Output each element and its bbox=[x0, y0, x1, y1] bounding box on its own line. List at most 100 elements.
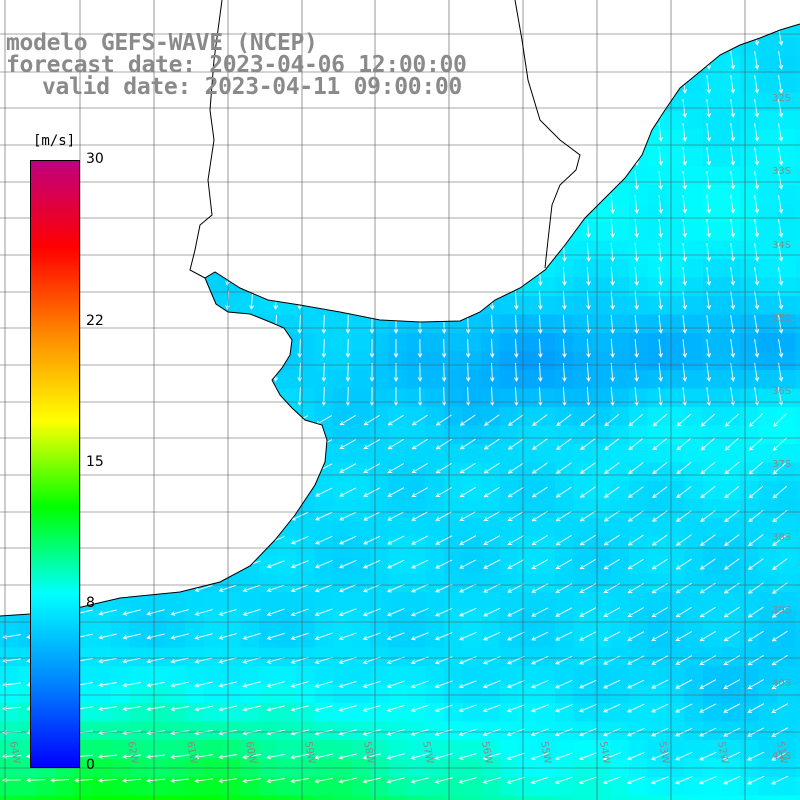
wind-cell bbox=[684, 351, 704, 371]
wind-arrow bbox=[57, 3, 61, 21]
wind-arrow bbox=[170, 633, 189, 640]
wind-arrow bbox=[530, 655, 549, 665]
wind-arrow bbox=[514, 26, 519, 46]
wind-arrow bbox=[249, 146, 254, 166]
wind-cell bbox=[444, 388, 464, 408]
wind-arrow bbox=[434, 632, 453, 641]
wind-cell bbox=[426, 0, 445, 19]
wind-cell bbox=[166, 425, 186, 445]
wind-cell bbox=[296, 481, 316, 501]
wind-arrow bbox=[177, 338, 182, 358]
wind-arrow bbox=[249, 170, 254, 190]
wind-arrow bbox=[225, 218, 230, 238]
wind-arrow bbox=[658, 363, 663, 382]
wind-arrow bbox=[386, 777, 405, 784]
wind-cell bbox=[407, 333, 427, 353]
wind-cell bbox=[388, 499, 408, 519]
wind-cell bbox=[629, 240, 649, 260]
wind-cell bbox=[425, 370, 445, 390]
wind-arrow bbox=[562, 50, 567, 70]
wind-cell bbox=[185, 740, 205, 760]
wind-cell bbox=[555, 555, 575, 575]
wind-cell bbox=[259, 148, 279, 168]
wind-cell bbox=[314, 481, 334, 501]
wind-cell bbox=[240, 462, 260, 482]
wind-arrow bbox=[754, 243, 760, 262]
wind-cell bbox=[277, 666, 297, 686]
wind-arrow bbox=[723, 630, 740, 642]
wind-arrow bbox=[579, 559, 596, 570]
wind-cell bbox=[370, 277, 390, 297]
wind-cell bbox=[684, 703, 704, 723]
wind-cell bbox=[629, 666, 649, 686]
wind-cell bbox=[277, 370, 297, 390]
wind-cell bbox=[240, 166, 260, 186]
wind-cell bbox=[259, 407, 279, 427]
wind-cell bbox=[259, 610, 279, 630]
wind-cell bbox=[296, 555, 316, 575]
wind-cell bbox=[277, 259, 297, 279]
wind-arrow bbox=[730, 51, 736, 70]
wind-arrow bbox=[314, 753, 333, 760]
wind-arrow bbox=[104, 195, 110, 214]
wind-cell bbox=[444, 166, 464, 186]
wind-arrow bbox=[658, 171, 663, 190]
wind-cell bbox=[795, 481, 800, 501]
wind-cell bbox=[629, 777, 649, 797]
wind-arrow bbox=[610, 122, 615, 142]
wind-arrow bbox=[411, 463, 428, 474]
wind-arrow bbox=[554, 752, 573, 761]
wind-cell bbox=[333, 333, 353, 353]
wind-arrow bbox=[652, 413, 668, 427]
wind-arrow bbox=[345, 314, 351, 334]
wind-cell bbox=[314, 666, 334, 686]
wind-cell bbox=[351, 333, 371, 353]
wind-cell bbox=[351, 185, 371, 205]
wind-cell bbox=[74, 129, 94, 149]
wind-arrow bbox=[321, 290, 327, 310]
wind-cell bbox=[18, 92, 38, 112]
wind-cell bbox=[240, 203, 260, 223]
wind-cell bbox=[425, 166, 445, 186]
wind-arrow bbox=[651, 534, 668, 546]
wind-arrow bbox=[122, 681, 141, 688]
wind-cell bbox=[314, 407, 334, 427]
wind-arrow bbox=[706, 51, 712, 70]
wind-cell bbox=[333, 203, 353, 223]
wind-cell bbox=[444, 518, 464, 538]
wind-arrow bbox=[2, 513, 21, 520]
wind-cell bbox=[777, 407, 797, 427]
wind-cell bbox=[573, 222, 593, 242]
wind-arrow bbox=[122, 778, 142, 783]
wind-arrow bbox=[8, 219, 14, 238]
wind-cell bbox=[185, 277, 205, 297]
wind-cell bbox=[111, 425, 131, 445]
wind-cell bbox=[592, 777, 612, 797]
wind-cell bbox=[148, 111, 168, 131]
wind-cell bbox=[481, 629, 501, 649]
wind-cell bbox=[370, 573, 390, 593]
wind-arrow bbox=[122, 633, 141, 640]
wind-cell bbox=[758, 481, 778, 501]
wind-cell bbox=[93, 0, 112, 19]
wind-arrow bbox=[747, 655, 764, 666]
wind-cell bbox=[203, 462, 223, 482]
wind-arrow bbox=[363, 414, 380, 426]
wind-cell bbox=[555, 592, 575, 612]
wind-cell bbox=[296, 240, 316, 260]
wind-arrow bbox=[104, 291, 110, 310]
wind-cell bbox=[610, 629, 630, 649]
wind-cell bbox=[148, 148, 168, 168]
wind-cell bbox=[481, 407, 501, 427]
wind-cell bbox=[185, 647, 205, 667]
wind-arrow bbox=[730, 315, 736, 334]
wind-cell bbox=[758, 555, 778, 575]
wind-arrow bbox=[555, 631, 573, 641]
wind-cell bbox=[721, 499, 741, 519]
wind-cell bbox=[259, 573, 279, 593]
wind-arrow bbox=[194, 778, 213, 784]
wind-arrow bbox=[441, 338, 447, 358]
wind-arrow bbox=[201, 314, 206, 334]
wind-cell bbox=[111, 703, 131, 723]
wind-arrow bbox=[579, 607, 597, 617]
